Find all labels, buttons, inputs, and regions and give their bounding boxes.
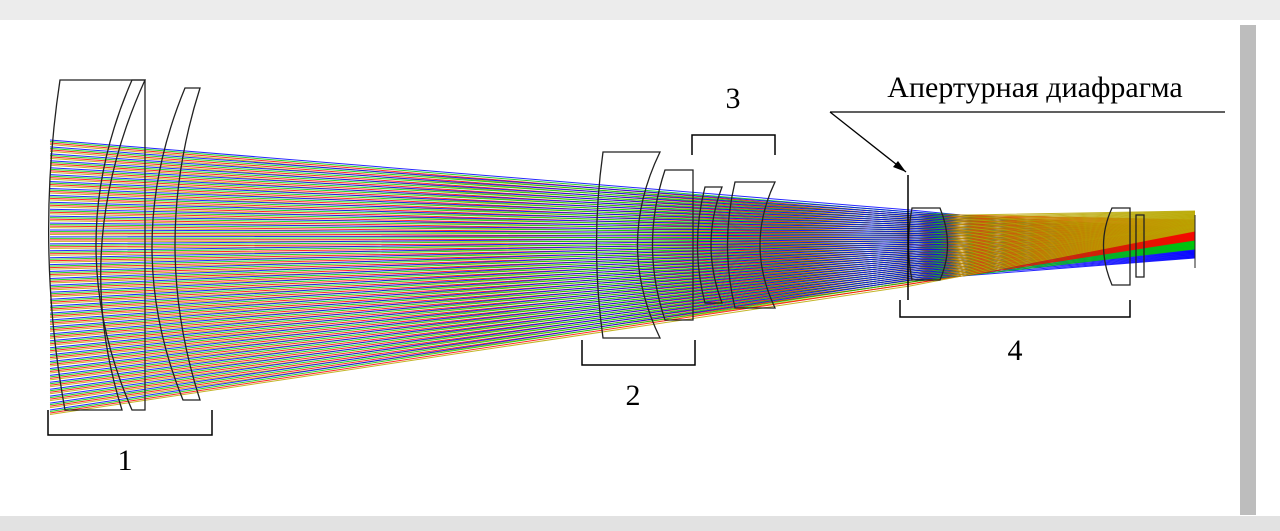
right-border — [1240, 25, 1256, 515]
group-label: 4 — [1008, 334, 1023, 367]
group-label: 2 — [626, 379, 641, 412]
optical-diagram: 1 2 3 4 Апертурная диафрагма — [0, 0, 1280, 531]
top-border — [0, 0, 1280, 20]
bottom-border — [0, 516, 1280, 531]
group-label: 1 — [118, 444, 133, 477]
group-label: 3 — [726, 82, 741, 115]
aperture-label: Апертурная диафрагма — [887, 71, 1182, 104]
